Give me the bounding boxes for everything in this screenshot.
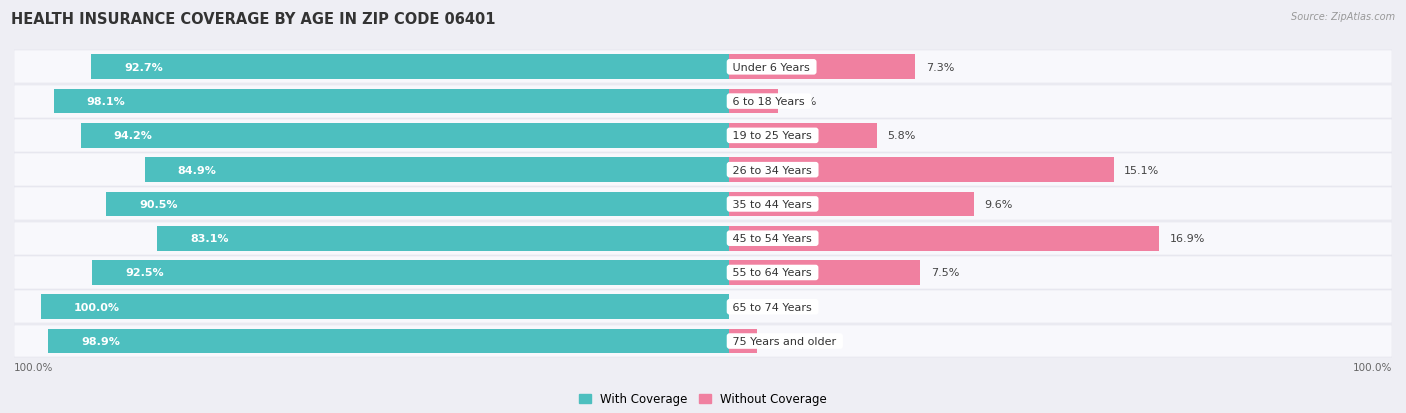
Legend: With Coverage, Without Coverage: With Coverage, Without Coverage	[579, 392, 827, 405]
Text: 98.1%: 98.1%	[87, 97, 125, 107]
Bar	[105, 192, 730, 217]
Text: 100.0%: 100.0%	[14, 363, 53, 373]
Bar	[14, 154, 1392, 187]
Text: Source: ZipAtlas.com: Source: ZipAtlas.com	[1291, 12, 1395, 22]
Bar	[730, 329, 758, 354]
Text: 9.6%: 9.6%	[984, 199, 1012, 209]
Text: 100.0%: 100.0%	[1353, 363, 1392, 373]
Text: HEALTH INSURANCE COVERAGE BY AGE IN ZIP CODE 06401: HEALTH INSURANCE COVERAGE BY AGE IN ZIP …	[11, 12, 496, 27]
Text: 7.5%: 7.5%	[931, 268, 959, 278]
Text: 94.2%: 94.2%	[114, 131, 152, 141]
Text: 1.1%: 1.1%	[768, 336, 796, 346]
Text: 92.5%: 92.5%	[125, 268, 165, 278]
Bar	[730, 192, 974, 217]
Text: 7.3%: 7.3%	[925, 63, 955, 73]
Bar	[91, 55, 730, 80]
Bar	[730, 124, 877, 148]
Bar	[93, 261, 730, 285]
Text: 35 to 44 Years: 35 to 44 Years	[730, 199, 815, 209]
Bar	[730, 261, 921, 285]
Bar	[48, 329, 730, 354]
Bar	[41, 295, 730, 319]
Text: 83.1%: 83.1%	[190, 234, 229, 244]
Bar	[730, 226, 1160, 251]
Text: 92.7%: 92.7%	[124, 63, 163, 73]
Bar	[730, 55, 915, 80]
Text: 55 to 64 Years: 55 to 64 Years	[730, 268, 815, 278]
Bar	[53, 90, 730, 114]
Text: 6 to 18 Years: 6 to 18 Years	[730, 97, 808, 107]
Bar	[730, 158, 1114, 183]
Text: 16.9%: 16.9%	[1170, 234, 1205, 244]
Text: 45 to 54 Years: 45 to 54 Years	[730, 234, 815, 244]
Text: 19 to 25 Years: 19 to 25 Years	[730, 131, 815, 141]
Bar	[14, 188, 1392, 221]
Text: 75 Years and older: 75 Years and older	[730, 336, 841, 346]
Bar	[14, 256, 1392, 289]
Bar	[14, 51, 1392, 84]
Text: 65 to 74 Years: 65 to 74 Years	[730, 302, 815, 312]
Bar	[14, 291, 1392, 323]
Bar	[14, 222, 1392, 255]
Text: 100.0%: 100.0%	[73, 302, 120, 312]
Bar	[145, 158, 730, 183]
Text: 15.1%: 15.1%	[1125, 165, 1160, 175]
Text: 1.9%: 1.9%	[789, 97, 817, 107]
Bar	[14, 325, 1392, 358]
Bar	[730, 90, 778, 114]
Text: 5.8%: 5.8%	[887, 131, 917, 141]
Text: 0.0%: 0.0%	[740, 302, 768, 312]
Bar	[80, 124, 730, 148]
Text: 90.5%: 90.5%	[139, 199, 177, 209]
Text: Under 6 Years: Under 6 Years	[730, 63, 814, 73]
Bar	[14, 120, 1392, 152]
Text: 26 to 34 Years: 26 to 34 Years	[730, 165, 815, 175]
Text: 98.9%: 98.9%	[82, 336, 120, 346]
Text: 84.9%: 84.9%	[177, 165, 217, 175]
Bar	[14, 85, 1392, 118]
Bar	[157, 226, 730, 251]
